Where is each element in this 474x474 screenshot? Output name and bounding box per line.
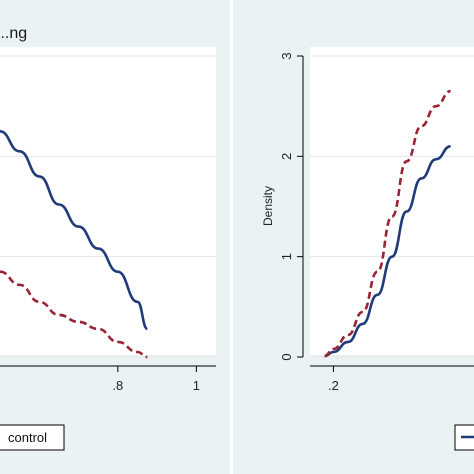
right-grid bbox=[310, 55, 474, 358]
right-x-ticks: .2 bbox=[328, 366, 339, 393]
left-series-dashed-line bbox=[0, 270, 148, 359]
right-y-tick-label: 1 bbox=[279, 253, 294, 260]
right-y-axis-title: Density bbox=[261, 186, 275, 226]
right-x-tick-label: .2 bbox=[328, 378, 339, 393]
left-x-tick-label: .8 bbox=[112, 378, 123, 393]
left-legend-box bbox=[0, 424, 65, 451]
right-y-tick-label: 3 bbox=[279, 52, 294, 59]
right-series-solid-line bbox=[324, 145, 451, 358]
left-legend-label-control: control bbox=[8, 430, 47, 445]
right-series bbox=[324, 89, 451, 358]
panel-divider bbox=[230, 0, 233, 474]
left-x-ticks: .8 1 bbox=[112, 366, 200, 393]
left-grid bbox=[0, 55, 216, 358]
right-y-tick-label: 2 bbox=[279, 153, 294, 160]
right-series-dashed-line bbox=[324, 89, 451, 358]
right-plot-area bbox=[310, 47, 474, 355]
left-plot-area bbox=[0, 47, 216, 355]
left-series bbox=[0, 130, 149, 359]
left-x-tick-label: 1 bbox=[193, 378, 200, 393]
left-chart: ...ng .8 1 control bbox=[0, 25, 216, 451]
right-y-ticks: 0 1 2 3 bbox=[279, 52, 303, 361]
right-y-tick-label: 0 bbox=[279, 353, 294, 360]
right-chart: 0 1 2 3 .2 Density bbox=[261, 47, 474, 451]
left-chart-title: ...ng bbox=[0, 25, 27, 42]
left-series-solid-line bbox=[0, 130, 149, 331]
